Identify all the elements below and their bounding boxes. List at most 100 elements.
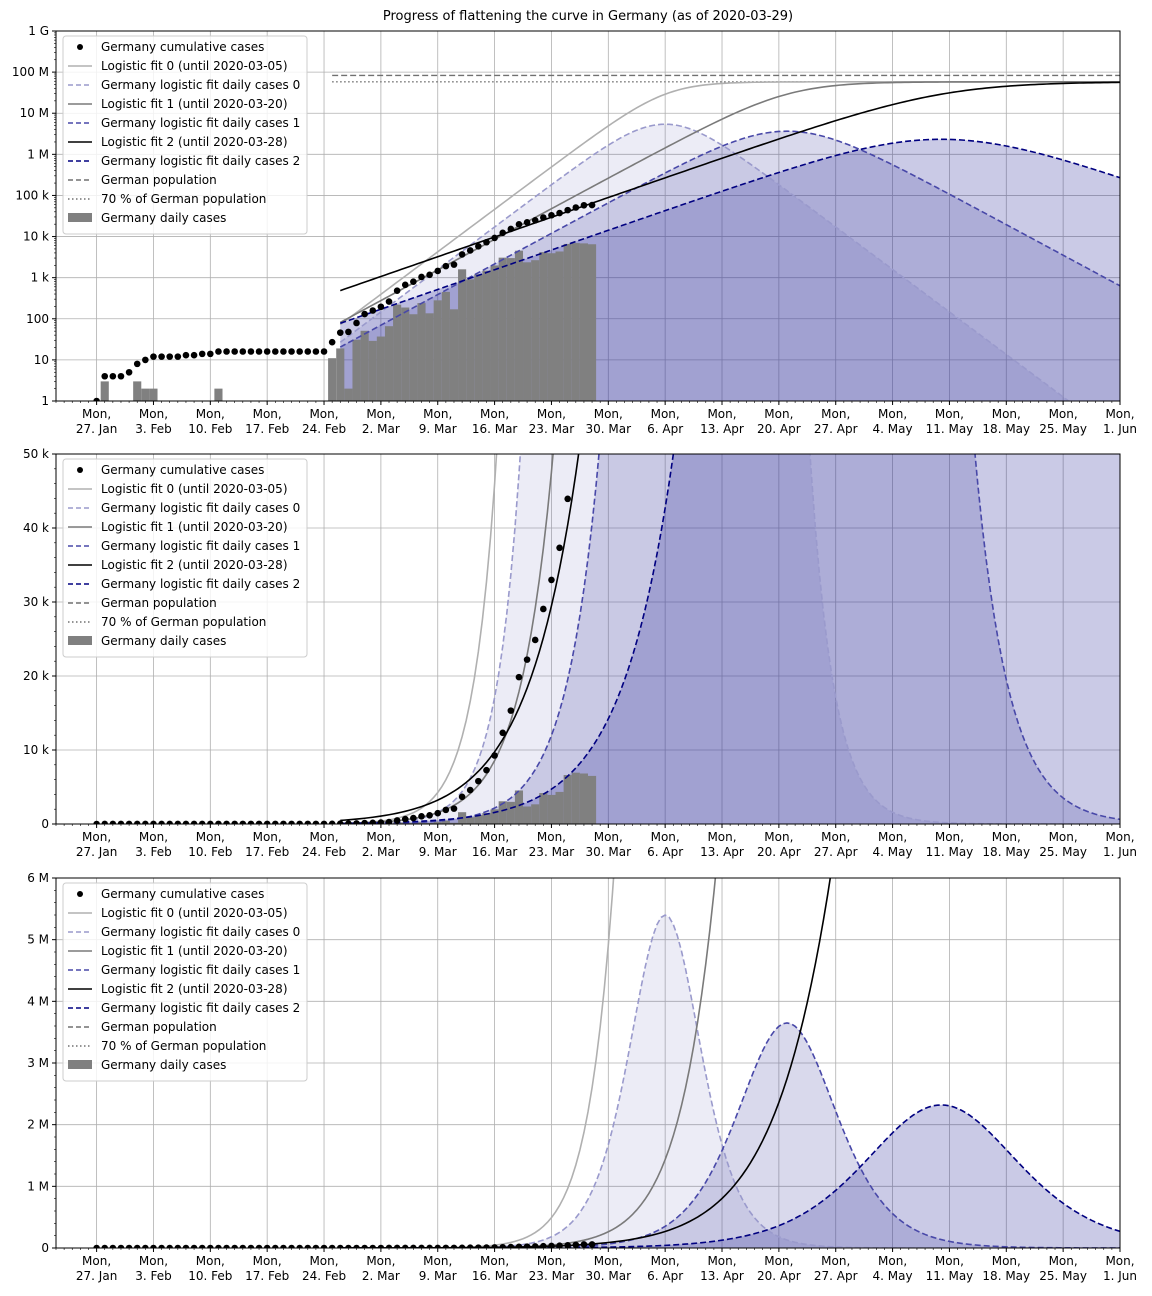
cumulative-case-point [182, 820, 190, 824]
cumulative-case-point [434, 267, 442, 275]
cumulative-case-point [247, 820, 255, 824]
x-tick-label-date: 1. Jun [1103, 422, 1137, 436]
cumulative-case-point [109, 820, 117, 824]
x-tick-label-weekday: Mon, [423, 407, 452, 421]
cumulative-case-point [142, 1244, 149, 1248]
cumulative-case-point [385, 298, 393, 305]
cumulative-case-point [548, 1242, 555, 1248]
daily-cases-bar [579, 773, 588, 824]
cumulative-case-point [263, 348, 271, 355]
x-tick-label-date: 27. Apr [814, 1269, 858, 1283]
cumulative-case-point [223, 1244, 230, 1248]
legend-label: Germany logistic fit daily cases 0 [101, 925, 300, 939]
x-tick-label-date: 17. Feb [245, 1269, 289, 1283]
y-tick-label: 10 k [23, 743, 49, 757]
x-tick-label-weekday: Mon, [309, 830, 338, 844]
x-tick-label-weekday: Mon, [935, 1254, 964, 1268]
x-tick-label-date: 20. Apr [757, 1269, 801, 1283]
cumulative-case-point [345, 328, 352, 336]
daily-cases-bar [571, 772, 580, 824]
x-tick-label-weekday: Mon, [537, 407, 566, 421]
x-tick-label-date: 10. Feb [188, 1269, 232, 1283]
cumulative-case-point [198, 1244, 206, 1248]
logistic-fit-line-2 [340, 81, 1120, 292]
daily-fit-area-2 [340, 1104, 1120, 1248]
legend-label: Logistic fit 0 (until 2020-03-05) [101, 59, 288, 73]
x-tick-label-date: 18. May [982, 422, 1030, 436]
cumulative-case-point [588, 201, 596, 209]
cumulative-case-point [133, 360, 141, 368]
cumulative-case-point [174, 1244, 182, 1248]
daily-cases-bar [141, 388, 150, 401]
cumulative-case-point [523, 656, 531, 663]
y-tick-label: 1 G [28, 24, 49, 38]
cumulative-case-point [442, 806, 450, 814]
x-tick-label-date: 6. Apr [647, 1269, 683, 1283]
cumulative-case-point [215, 348, 222, 355]
cumulative-case-point [345, 820, 352, 824]
cumulative-case-point [499, 229, 507, 237]
cumulative-case-point [125, 1244, 133, 1248]
cumulative-case-point [231, 348, 238, 355]
cumulative-case-point [247, 348, 255, 355]
daily-cases-bar [555, 251, 564, 401]
x-tick-label-date: 11. May [926, 1269, 974, 1283]
legend-label: German population [101, 173, 217, 187]
legend-label: 70 % of German population [101, 1039, 266, 1053]
x-tick-label-date: 20. Apr [757, 845, 801, 859]
legend-label: Germany cumulative cases [101, 463, 264, 477]
x-tick-label-date: 16. Mar [472, 422, 518, 436]
cumulative-case-point [207, 350, 214, 358]
x-tick-label-date: 16. Mar [472, 1269, 518, 1283]
cumulative-case-point [255, 348, 263, 355]
y-tick-label: 1 [41, 394, 49, 408]
y-tick-label: 4 M [27, 994, 49, 1008]
daily-cases-bar [498, 801, 507, 824]
y-tick-label: 6 M [27, 871, 49, 885]
legend-patch [68, 1060, 92, 1069]
daily-cases-bar [490, 265, 499, 401]
cumulative-case-point [158, 1244, 165, 1248]
cumulative-case-point [426, 1244, 433, 1248]
cumulative-case-point [564, 206, 571, 214]
legend-label: Germany daily cases [101, 211, 226, 225]
x-tick-label-weekday: Mon, [1049, 1254, 1078, 1268]
y-tick-label: 10 M [20, 106, 49, 120]
x-tick-label-weekday: Mon, [594, 1254, 623, 1268]
legend-label: Germany logistic fit daily cases 1 [101, 116, 300, 130]
y-tick-label: 0 [41, 817, 49, 831]
x-tick-label-date: 27. Apr [814, 845, 858, 859]
x-tick-label-weekday: Mon, [196, 830, 225, 844]
cumulative-case-point [401, 815, 409, 823]
daily-cases-bar [474, 274, 483, 401]
daily-fit-line-2 [340, 454, 675, 824]
y-tick-label: 20 k [23, 669, 49, 683]
cumulative-case-point [515, 1243, 523, 1248]
legend-label: Logistic fit 0 (until 2020-03-05) [101, 482, 288, 496]
cumulative-case-point [320, 348, 328, 355]
x-tick-label-weekday: Mon, [935, 407, 964, 421]
x-tick-label-date: 30. Mar [586, 422, 632, 436]
cumulative-case-point [223, 348, 230, 355]
daily-cases-bar [579, 243, 588, 401]
x-tick-label-date: 10. Feb [188, 845, 232, 859]
legend-label: Logistic fit 1 (until 2020-03-20) [101, 97, 288, 111]
cumulative-case-point [125, 820, 133, 824]
cumulative-case-point [507, 1243, 515, 1248]
daily-fit-area-0 [340, 454, 1120, 824]
cumulative-case-point [255, 820, 263, 824]
x-tick-label-weekday: Mon, [1105, 830, 1134, 844]
y-tick-label: 10 [34, 353, 49, 367]
legend: Germany cumulative cases Logistic fit 0 (… [62, 882, 308, 1082]
daily-cases-bar [401, 307, 410, 401]
x-tick-label-weekday: Mon, [935, 830, 964, 844]
cumulative-case-point [207, 1244, 214, 1248]
x-tick-label-date: 25. May [1039, 845, 1087, 859]
cumulative-case-point [215, 1244, 222, 1248]
x-tick-label-weekday: Mon, [82, 830, 111, 844]
cumulative-case-point [466, 1244, 474, 1248]
cumulative-case-point [207, 820, 214, 824]
cumulative-case-point [312, 1244, 320, 1248]
x-tick-label-date: 11. May [926, 422, 974, 436]
y-tick-label: 40 k [23, 521, 49, 535]
